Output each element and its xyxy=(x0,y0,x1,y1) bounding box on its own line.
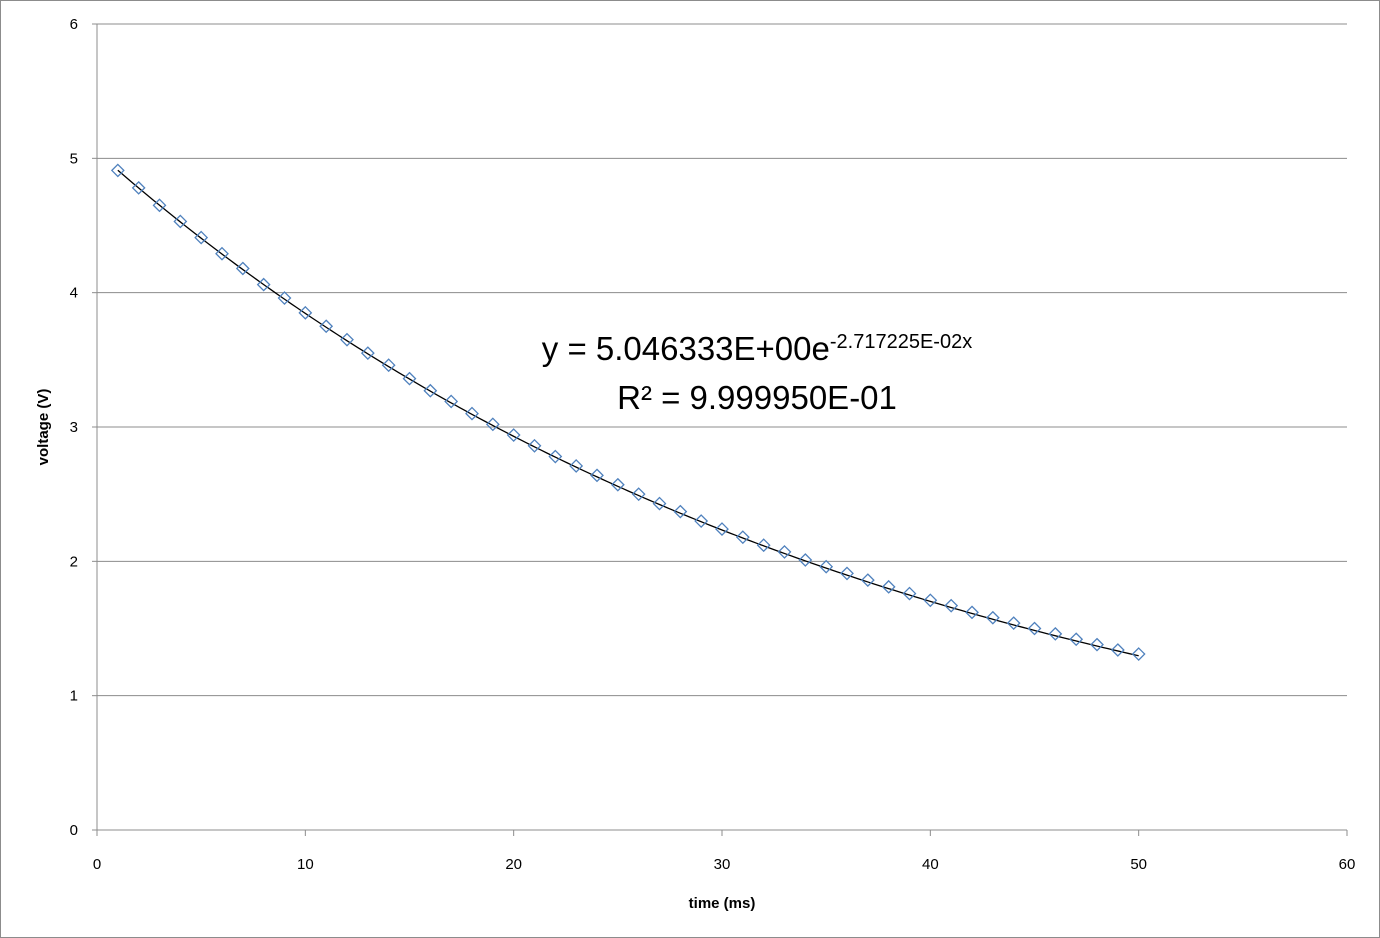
data-point-8 xyxy=(256,277,271,292)
data-point-7 xyxy=(235,261,250,276)
y-tick-label-4: 4 xyxy=(70,285,78,302)
data-point-24 xyxy=(590,468,604,483)
data-point-9 xyxy=(277,291,292,305)
data-point-43 xyxy=(985,610,1000,625)
data-point-21 xyxy=(527,438,542,453)
data-point-16 xyxy=(423,383,438,398)
trendline-equation: y = 5.046333E+00e-2.717225E-02x xyxy=(542,330,972,367)
data-points xyxy=(110,163,1146,661)
data-point-31 xyxy=(735,530,750,545)
x-axis-title: time (ms) xyxy=(689,895,756,912)
data-point-25 xyxy=(610,477,625,492)
data-point-11 xyxy=(319,319,334,334)
data-point-41 xyxy=(944,598,959,613)
data-point-14 xyxy=(381,358,396,373)
data-point-22 xyxy=(548,449,563,464)
data-point-35 xyxy=(819,559,834,574)
gridlines xyxy=(97,23,1347,697)
data-point-13 xyxy=(360,346,375,361)
data-point-44 xyxy=(1006,616,1021,631)
trendline-r-squared: R² = 9.999950E-01 xyxy=(617,379,897,416)
data-point-37 xyxy=(860,573,875,588)
data-point-46 xyxy=(1048,626,1063,641)
x-tick-label-10: 10 xyxy=(297,856,314,873)
data-point-15 xyxy=(402,371,417,386)
data-point-17 xyxy=(444,394,459,409)
y-tick-label-6: 6 xyxy=(70,16,78,33)
x-tick-label-30: 30 xyxy=(714,856,731,873)
data-point-26 xyxy=(631,487,646,502)
data-point-20 xyxy=(506,428,521,442)
data-point-4 xyxy=(173,214,188,229)
x-tick-label-50: 50 xyxy=(1130,856,1147,873)
data-point-27 xyxy=(652,496,667,511)
data-point-50 xyxy=(1131,647,1146,661)
data-point-34 xyxy=(798,553,813,567)
trendline-equation-base: y = 5.046333E+00e xyxy=(542,330,830,367)
data-point-18 xyxy=(465,406,479,421)
data-point-45 xyxy=(1027,621,1042,636)
data-point-49 xyxy=(1110,643,1125,657)
data-point-2 xyxy=(131,180,146,195)
data-point-12 xyxy=(340,332,354,347)
y-tick-label-5: 5 xyxy=(70,150,78,167)
x-tick-label-40: 40 xyxy=(922,856,939,873)
data-point-38 xyxy=(881,579,896,594)
data-point-28 xyxy=(673,504,688,519)
data-point-29 xyxy=(694,514,709,528)
y-tick-label-2: 2 xyxy=(70,553,78,570)
y-tick-label-3: 3 xyxy=(70,419,78,436)
data-point-33 xyxy=(777,545,792,559)
data-point-39 xyxy=(902,586,917,601)
x-tick-label-0: 0 xyxy=(93,856,101,873)
y-tick-label-0: 0 xyxy=(70,822,78,839)
data-point-5 xyxy=(194,230,209,245)
x-tick-label-60: 60 xyxy=(1339,856,1356,873)
axes xyxy=(92,23,1348,836)
trendline-curve xyxy=(117,169,1139,657)
data-point-19 xyxy=(485,417,500,432)
data-point-42 xyxy=(965,605,979,620)
data-point-3 xyxy=(152,198,167,213)
data-point-40 xyxy=(923,593,938,608)
trendline xyxy=(117,169,1139,657)
data-point-32 xyxy=(756,538,771,553)
y-tick-label-1: 1 xyxy=(70,688,78,705)
x-tick-label-20: 20 xyxy=(505,856,522,873)
data-point-48 xyxy=(1090,637,1104,652)
data-point-6 xyxy=(215,246,229,261)
data-point-23 xyxy=(569,459,584,473)
data-point-10 xyxy=(298,305,313,320)
data-point-36 xyxy=(840,566,854,581)
trendline-equation-exponent: -2.717225E-02x xyxy=(830,331,972,353)
data-point-47 xyxy=(1069,632,1084,647)
y-axis-title: voltage (V) xyxy=(35,389,52,466)
data-point-30 xyxy=(715,522,729,537)
data-point-1 xyxy=(110,163,125,178)
